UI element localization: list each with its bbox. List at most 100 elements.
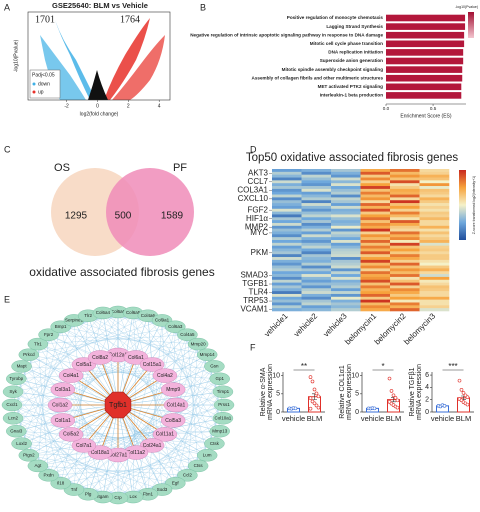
node-label: Fpr2 [44, 332, 54, 337]
node-label: Col27a1 [109, 452, 128, 458]
node-label: Col4a6 [141, 313, 156, 318]
heatmap-cell [301, 169, 332, 173]
heatmap-cell [272, 271, 302, 275]
heatmap-cell [331, 214, 361, 218]
heatmap-cell [272, 188, 302, 193]
heatmap-cell [301, 299, 332, 303]
panel-letter: A [4, 2, 10, 12]
heatmap-cell [331, 208, 361, 212]
heatmap-cell [272, 211, 302, 215]
heatmap-cell [360, 205, 391, 210]
heatmap-cell [331, 293, 361, 298]
edge [12, 418, 134, 498]
venn-circle [106, 168, 194, 256]
edge [117, 334, 188, 499]
panel-letter: D [250, 144, 257, 154]
outer-node [209, 372, 230, 385]
heatmap-cell [272, 222, 302, 227]
node-label: Timp1 [217, 389, 230, 394]
heatmap-cell [272, 225, 302, 229]
heatmap-cell [272, 220, 302, 224]
heatmap-cell [272, 240, 302, 244]
outer-node [177, 328, 198, 341]
heatmap-cell [419, 274, 450, 278]
heatmap-cell [390, 208, 420, 212]
heatmap-cell [390, 242, 420, 246]
heatmap-cell [272, 217, 302, 221]
edge [117, 404, 225, 499]
heatmap-cell [301, 271, 332, 275]
edge [161, 320, 215, 444]
heatmap-cell [390, 245, 420, 249]
y-tick-label: 0 [276, 409, 280, 416]
edge [83, 418, 223, 446]
row-label: VCAM1 [240, 305, 268, 314]
edge [73, 320, 215, 367]
edge [48, 465, 199, 476]
heatmap-cell [331, 169, 361, 173]
heatmap-cell [272, 257, 302, 261]
heatmap-cell [419, 183, 450, 187]
node-label: Agt [35, 463, 43, 468]
edge [37, 343, 225, 406]
heatmap-cell [419, 271, 450, 275]
node-label: Pxdn [43, 472, 54, 477]
heatmap-cell [272, 186, 302, 190]
edge [28, 326, 61, 456]
outer-node [187, 337, 209, 351]
heatmap-cell [272, 288, 302, 292]
heatmap-cell [360, 305, 391, 309]
venn-caption: oxidative associated fibrosis genes [29, 265, 214, 279]
heatmap-cell [331, 240, 361, 244]
heatmap-cell [331, 171, 361, 175]
heatmap-cell [301, 205, 332, 210]
heatmap-cell [360, 296, 391, 300]
heatmap-cell [419, 248, 450, 252]
heatmap-cell [360, 288, 391, 292]
node-label: Mapt [17, 364, 28, 369]
heatmap-cell [301, 282, 332, 286]
node-label: Tyrobp [9, 376, 23, 381]
data-point [308, 396, 313, 400]
node-label: Col9a1 [155, 318, 170, 323]
heatmap-cell [360, 259, 391, 264]
venn-count: 500 [115, 211, 132, 222]
heatmap-cell [419, 299, 450, 303]
y-tick-label: 4 [425, 384, 429, 391]
edge [147, 315, 220, 432]
heatmap-cell [360, 274, 391, 278]
heatmap-cell [301, 302, 332, 306]
colorbar [468, 12, 474, 38]
outer-node [212, 412, 234, 425]
edge [187, 334, 199, 466]
heatmap-cell [419, 259, 450, 264]
heatmap-cell [331, 257, 361, 261]
bar [386, 14, 466, 22]
heatmap-cell [272, 177, 302, 181]
edge [48, 334, 224, 419]
node-label: Col18a1 [91, 450, 110, 456]
node-label: Serpine1 [65, 318, 84, 323]
node-label: Lcn2 [8, 415, 18, 420]
heatmap-cell [301, 208, 332, 212]
heatmap-cell [301, 200, 332, 204]
heatmap-cell [419, 211, 450, 215]
heatmap-cell [360, 214, 391, 218]
heatmap-cell [419, 279, 450, 283]
outer-node [50, 477, 71, 490]
heatmap-cell [272, 265, 302, 269]
heatmap-cell [390, 276, 420, 281]
heatmap-cell [272, 231, 302, 235]
node-label: Col24a1 [143, 443, 162, 449]
row-label: TLR4 [248, 288, 268, 297]
heatmap-cell [419, 169, 450, 173]
y-tick-label: 0 [355, 409, 359, 416]
data-point [312, 387, 317, 392]
y-tick-label: 5 [355, 391, 359, 398]
heatmap-cell [272, 237, 302, 241]
heatmap-cell [331, 276, 361, 281]
node-label: Fbn1 [143, 491, 154, 496]
heatmap-cell [331, 305, 361, 309]
heatmap-cell [331, 186, 361, 190]
data-point [395, 405, 400, 410]
